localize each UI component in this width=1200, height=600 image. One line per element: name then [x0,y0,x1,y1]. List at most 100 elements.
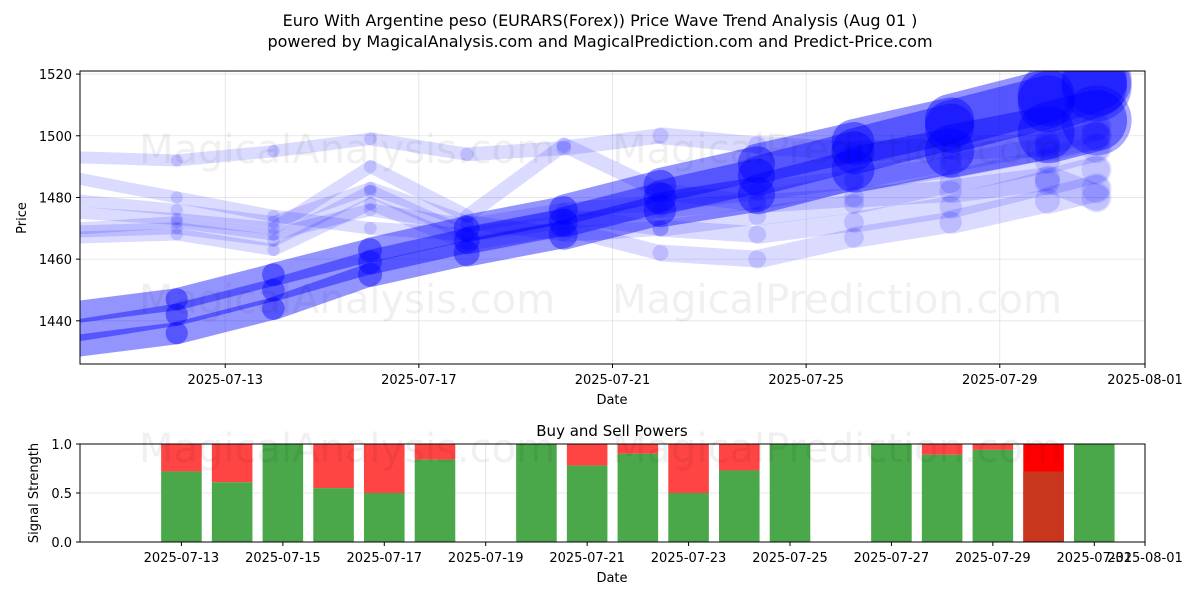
y-tick-label: 0.0 [51,536,72,551]
sell-bar [617,444,659,454]
wave-segment [844,171,962,215]
buy-bar [211,482,253,542]
buy-bar [921,454,963,542]
sell-bar [161,444,202,472]
x-tick-label: 2025-07-17 [347,551,423,566]
wave-segment [460,138,572,223]
wave-segment [556,137,669,199]
wave-segment [548,194,677,250]
price-wave-chart: 2025-07-13 2025-07-17 2025-07-21 2025-07-25… [15,68,1183,408]
x-tick-label: 2025-07-31 [1057,551,1133,566]
wave-segment [460,141,572,162]
sell-bar [211,444,253,483]
wave-segment [652,127,767,154]
wave-segment [748,228,864,269]
wave-segment [844,211,962,249]
wave-segment [358,215,480,263]
wave-series-group [80,71,1132,357]
x-tick-label: 2025-07-19 [448,551,524,566]
wave-segment [363,181,474,229]
wave-segment [80,216,183,235]
sell-bar [566,444,608,466]
price-waves [80,71,1132,357]
wave-segment [1034,113,1110,156]
wave-segment [267,132,377,158]
watermark: MagicalAnalysis.com [139,426,555,472]
wave-end-point [1081,154,1112,185]
wave-segment [363,184,474,241]
x-tick-label: 2025-07-21 [575,373,651,388]
wave-segment [170,191,280,223]
wave-end-point [1081,111,1112,142]
wave-segment [924,106,1075,178]
wave-segment [80,151,183,167]
wave-segment [460,221,572,251]
price-y-axis-label: Price [15,202,30,234]
wave-segment [460,202,572,233]
wave-segment [460,208,572,242]
wave-end-point [1061,71,1132,116]
watermark: MagicalPrediction.com [612,277,1062,323]
wave-segment [748,212,864,244]
wave-segment [460,215,572,242]
wave-segment [453,220,578,267]
wave-segment [652,182,767,212]
wave-segment [453,208,578,255]
x-tick-label: 2025-07-29 [962,373,1038,388]
buy-bar [364,493,405,542]
wave-segment [556,196,669,218]
x-tick-label: 2025-07-13 [144,551,220,566]
wave-segment [939,167,1060,204]
sell-bar [921,444,963,455]
buy-bar [617,453,659,542]
wave-segment [262,262,383,321]
watermark: MagicalAnalysis.com [139,277,555,323]
wave-segment [748,188,864,213]
x-tick-label: 2025-07-13 [187,373,263,388]
wave-segment [748,194,864,226]
wave-segment [170,228,280,256]
x-tick-label: 2025-07-15 [245,551,321,566]
wave-segment [939,133,1060,160]
wave-segment [939,170,1060,219]
wave-segment [363,203,474,232]
wave-segment [939,148,1060,194]
wave-segment [363,160,474,223]
wave-segment [748,172,864,210]
wave-segment [80,222,183,238]
wave-segment [80,303,188,342]
watermark: MagicalPrediction.com [612,127,1062,173]
wave-end-point [1081,133,1112,164]
x-tick-label: 2025-07-17 [381,373,457,388]
wave-segment [1034,134,1110,174]
y-tick-label: 1.0 [51,438,72,453]
wave-segment [844,156,962,193]
wave-segment [1034,174,1110,214]
wave-segment [844,149,962,190]
y-tick-label: 1520 [39,68,72,83]
wave-segment [831,103,975,175]
signal-ticks: 2025-07-13 2025-07-15 2025-07-17 2025-07-19… [51,438,1182,566]
wave-segment [652,192,767,219]
wave-segment [643,177,776,228]
wave-end-point [1081,120,1112,151]
wave-segment [548,169,677,226]
signal-bars [161,444,1115,542]
wave-segment [748,135,864,161]
wave-segment [363,197,474,251]
watermark: MagicalAnalysis.com [139,127,555,173]
wave-end-point [1081,120,1112,151]
wave-segment [363,132,474,161]
x-tick-label: 2025-07-21 [549,551,625,566]
wave-segment [165,278,285,326]
wave-segment [267,181,377,229]
buy-bar [262,444,304,542]
wave-segment [737,122,875,184]
wave-segment [844,137,962,162]
wave-segment [80,194,183,216]
wave-segment [80,172,183,204]
x-tick-label: 2025-08-01 [1107,373,1183,388]
watermarks: MagicalAnalysis.com MagicalPrediction.co… [139,127,1062,472]
wave-segment [831,97,975,165]
y-tick-label: 1460 [39,253,72,268]
